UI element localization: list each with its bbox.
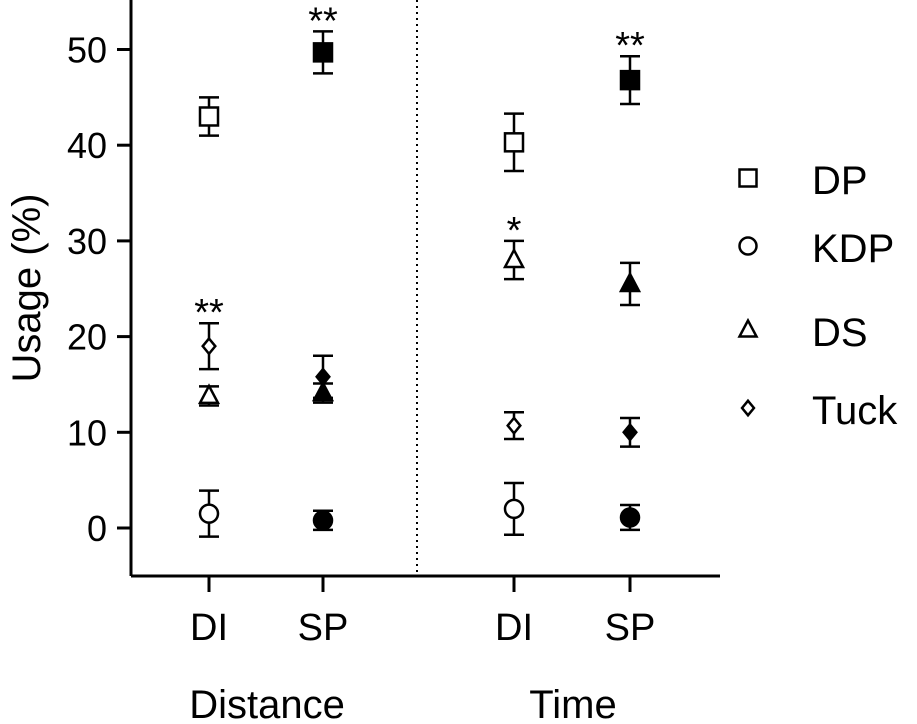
y-tick-label: 20 bbox=[67, 317, 107, 358]
point-kdp bbox=[312, 510, 334, 531]
y-tick-label: 0 bbox=[87, 508, 107, 549]
y-tick-label: 10 bbox=[67, 412, 107, 453]
axes-layer: 0 10 20 30 40 50 Usage (%) DI SP Distance DI SP Time bbox=[5, 0, 720, 724]
marks-layer: ******* bbox=[194, 0, 645, 538]
legend-label: DS bbox=[812, 311, 868, 355]
point-dp bbox=[312, 42, 334, 63]
y-tick-label: 30 bbox=[67, 221, 107, 262]
significance-label: ** bbox=[615, 25, 645, 67]
y-tick-label: 50 bbox=[67, 30, 107, 71]
x-tick-label: SP bbox=[298, 607, 349, 649]
point-tuck bbox=[201, 336, 217, 356]
legend-label: KDP bbox=[812, 227, 894, 271]
point-kdp bbox=[198, 503, 220, 524]
point-dp bbox=[503, 132, 525, 153]
group-label: Time bbox=[529, 683, 616, 724]
point-kdp bbox=[619, 507, 641, 528]
y-tick-label: 40 bbox=[67, 125, 107, 166]
group-label: Distance bbox=[189, 683, 345, 724]
legend-marker-tuck bbox=[740, 398, 756, 418]
legend-marker-kdp bbox=[738, 236, 758, 256]
legend-label: DP bbox=[812, 159, 868, 203]
legend-label: Tuck bbox=[812, 389, 898, 433]
y-axis-label: Usage (%) bbox=[5, 194, 49, 383]
significance-label: * bbox=[507, 210, 522, 252]
significance-label: ** bbox=[308, 0, 338, 42]
point-kdp bbox=[503, 498, 525, 520]
point-ds bbox=[502, 247, 526, 269]
significance-label: ** bbox=[194, 292, 224, 334]
point-dp bbox=[619, 69, 641, 91]
legend-marker-ds bbox=[737, 317, 759, 338]
x-tick-label: DI bbox=[190, 607, 228, 649]
x-tick-label: DI bbox=[495, 607, 533, 649]
legend-marker-dp bbox=[738, 168, 758, 188]
x-tick-label: SP bbox=[605, 607, 656, 649]
point-dp bbox=[198, 106, 220, 127]
point-tuck bbox=[315, 367, 331, 387]
legend: DP KDP DS Tuck bbox=[737, 159, 898, 433]
point-ds bbox=[618, 271, 642, 293]
point-ds bbox=[197, 383, 221, 405]
point-tuck bbox=[506, 415, 522, 436]
point-tuck bbox=[622, 422, 638, 442]
